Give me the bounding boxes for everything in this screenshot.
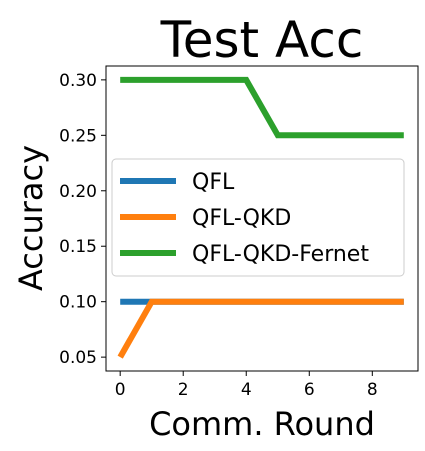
chart-title: Test Acc — [160, 11, 364, 69]
x-tick-label: 6 — [304, 380, 315, 400]
x-tick-label: 4 — [241, 380, 252, 400]
legend-box — [111, 158, 405, 277]
x-tick-label: 0 — [115, 380, 126, 400]
y-tick-label: 0.15 — [59, 237, 97, 257]
y-tick-label: 0.20 — [59, 182, 97, 202]
x-axis-ticks: 0 2 4 6 8 — [115, 371, 378, 400]
series-layer — [117, 76, 404, 359]
series-line-qfl-qkd — [117, 298, 404, 359]
legend: QFL QFL-QKD QFL-QKD-Fernet — [111, 158, 405, 277]
x-tick-label: 8 — [367, 380, 378, 400]
legend-label: QFL-QKD-Fernet — [192, 242, 369, 267]
legend-label: QFL-QKD — [192, 206, 291, 231]
x-tick-label: 2 — [178, 380, 189, 400]
series-line-qfl-qkd-fernet — [120, 76, 404, 139]
legend-label: QFL — [192, 170, 235, 195]
y-axis-ticks: 0.05 0.10 0.15 0.20 0.25 0.30 — [59, 71, 106, 368]
plot-frame — [105, 65, 419, 372]
y-axis-label: Accuracy — [12, 145, 50, 291]
y-tick-label: 0.05 — [59, 348, 97, 368]
y-tick-label: 0.10 — [59, 293, 97, 313]
x-axis-label: Comm. Round — [149, 405, 375, 443]
y-tick-label: 0.30 — [59, 71, 97, 91]
y-tick-label: 0.25 — [59, 126, 97, 146]
